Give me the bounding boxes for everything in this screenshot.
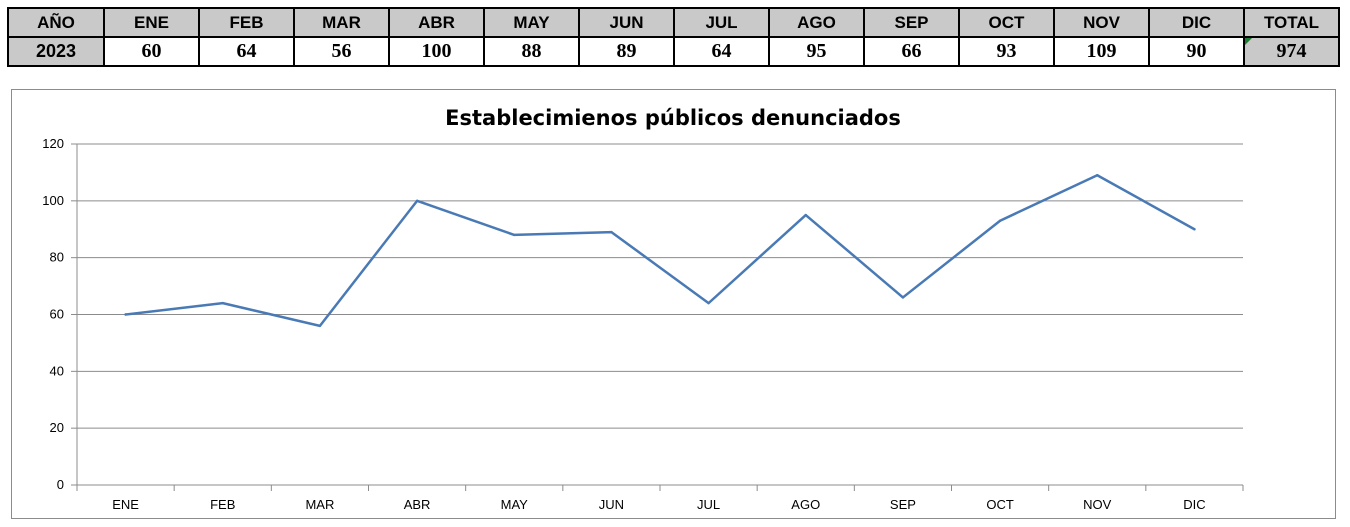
value-cell[interactable]: 109 — [1053, 36, 1150, 67]
value-cell[interactable]: 56 — [293, 36, 390, 67]
x-tick-label: MAR — [305, 497, 334, 512]
data-point — [1193, 228, 1196, 231]
table-data-row: 2023 60 64 56 100 88 89 64 95 66 93 109 … — [7, 36, 1340, 67]
x-tick-label: JUL — [697, 497, 720, 512]
data-point — [415, 199, 419, 203]
table-header-row: AÑO ENE FEB MAR ABR MAY JUN JUL AGO SEP … — [7, 7, 1340, 38]
year-cell[interactable]: 2023 — [7, 36, 105, 67]
formula-marker-icon — [1245, 38, 1252, 45]
value-cell[interactable]: 100 — [388, 36, 485, 67]
value-cell[interactable]: 93 — [958, 36, 1055, 67]
y-tick-label: 40 — [50, 363, 64, 378]
data-point — [318, 324, 322, 328]
header-cell-month: MAY — [483, 7, 580, 38]
total-cell[interactable]: 974 — [1243, 36, 1340, 67]
data-point — [221, 301, 224, 305]
data-point — [707, 301, 710, 305]
header-cell-month: OCT — [958, 7, 1055, 38]
header-cell-month: SEP — [863, 7, 960, 38]
chart-area[interactable]: Establecimienos públicos denunciados 0 20… — [11, 89, 1336, 519]
header-cell-month: DIC — [1148, 7, 1245, 38]
data-point — [513, 233, 516, 237]
y-tick-label: 0 — [57, 477, 64, 492]
series-line — [124, 174, 1196, 328]
y-tick-label: 100 — [42, 193, 64, 208]
header-cell-month: NOV — [1053, 7, 1150, 38]
value-cell[interactable]: 90 — [1148, 36, 1245, 67]
x-tick-label: OCT — [986, 497, 1014, 512]
value-cell[interactable]: 64 — [198, 36, 295, 67]
x-tick-label: ENE — [112, 497, 139, 512]
header-cell-month: FEB — [198, 7, 295, 38]
data-point — [998, 219, 1002, 222]
header-cell-month: ENE — [103, 7, 200, 38]
x-tick-label: SEP — [890, 497, 916, 512]
data-point — [804, 213, 807, 217]
x-tick-label: MAY — [501, 497, 529, 512]
x-tick-label: JUN — [599, 497, 624, 512]
data-point — [901, 296, 905, 299]
value-cell[interactable]: 60 — [103, 36, 200, 67]
data-point — [124, 313, 127, 316]
x-tick-label: FEB — [210, 497, 235, 512]
header-cell-year: AÑO — [7, 7, 105, 38]
value-cell[interactable]: 95 — [768, 36, 865, 67]
y-tick-label: 120 — [42, 136, 64, 151]
line-chart: Establecimienos públicos denunciados 0 20… — [42, 106, 1244, 512]
x-tick-label: DIC — [1183, 497, 1205, 512]
data-point — [610, 230, 613, 234]
header-cell-month: MAR — [293, 7, 390, 38]
value-cell[interactable]: 64 — [673, 36, 770, 67]
header-cell-month: JUL — [673, 7, 770, 38]
x-tick-label: NOV — [1083, 497, 1112, 512]
header-cell-month: ABR — [388, 7, 485, 38]
value-cell[interactable]: 66 — [863, 36, 960, 67]
chart-title: Establecimienos públicos denunciados — [445, 106, 901, 130]
x-tick-label: ABR — [404, 497, 431, 512]
header-cell-total: TOTAL — [1243, 7, 1340, 38]
x-tick-label: AGO — [791, 497, 820, 512]
monthly-data-table: AÑO ENE FEB MAR ABR MAY JUN JUL AGO SEP … — [7, 7, 1340, 67]
header-cell-month: JUN — [578, 7, 675, 38]
total-value: 974 — [1276, 40, 1307, 62]
value-cell[interactable]: 89 — [578, 36, 675, 67]
value-cell[interactable]: 88 — [483, 36, 580, 67]
data-point — [1096, 174, 1099, 177]
y-tick-label: 60 — [50, 307, 64, 322]
header-cell-month: AGO — [768, 7, 865, 38]
y-tick-label: 80 — [50, 250, 64, 265]
y-tick-label: 20 — [50, 420, 64, 435]
